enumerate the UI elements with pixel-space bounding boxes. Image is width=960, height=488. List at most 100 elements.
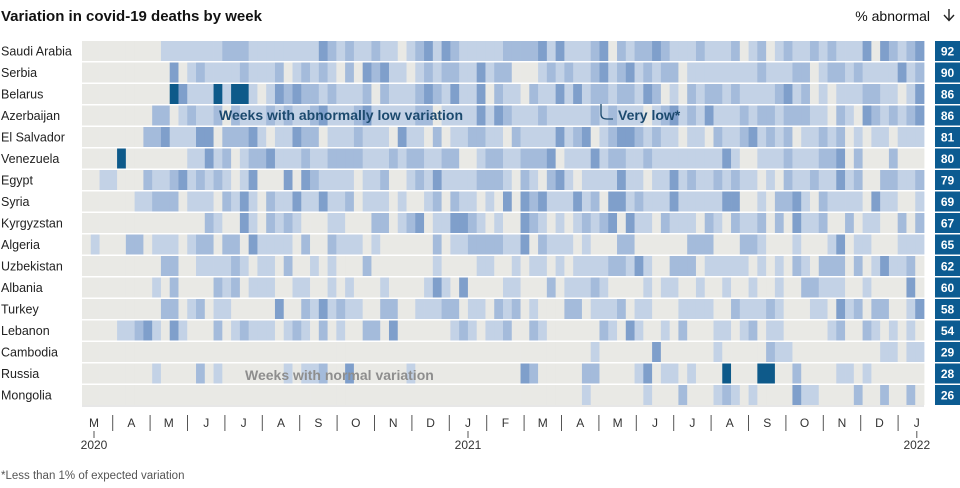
- down-arrow-icon: [943, 9, 955, 22]
- heatmap-cell: [99, 363, 109, 384]
- heatmap-cell: [783, 277, 793, 298]
- heatmap-cell: [511, 105, 521, 126]
- heatmap-cell: [809, 148, 820, 169]
- heatmap-cell: [687, 234, 697, 255]
- heatmap-cell: [494, 277, 504, 298]
- heatmap-cell: [204, 105, 214, 126]
- heatmap-cell: [459, 127, 469, 147]
- heatmap-cell: [538, 170, 548, 190]
- heatmap-cell: [204, 84, 214, 104]
- heatmap-cell: [564, 277, 574, 298]
- heatmap-cell: [406, 170, 416, 190]
- heatmap-cell: [581, 41, 592, 61]
- heatmap-cell: [353, 105, 364, 126]
- heatmap-cell: [818, 105, 828, 126]
- heatmap-cell: [862, 170, 872, 190]
- heatmap-cell: [125, 148, 136, 169]
- heatmap-cell: [327, 62, 337, 83]
- heatmap-cell: [503, 256, 513, 276]
- heatmap-cell: [915, 41, 925, 61]
- heatmap-cell: [90, 191, 100, 212]
- heatmap-cell: [239, 277, 250, 298]
- heatmap-cell: [503, 234, 513, 255]
- heatmap-cell: [757, 62, 767, 83]
- heatmap-cell: [415, 191, 425, 212]
- heatmap-cell: [169, 41, 179, 61]
- heatmap-cell: [590, 84, 600, 104]
- heatmap-cell: [853, 256, 863, 276]
- heatmap-cell: [406, 363, 416, 384]
- heatmap-cell: [678, 256, 688, 276]
- heatmap-cell: [143, 277, 153, 298]
- heatmap-cell: [827, 363, 837, 384]
- heatmap-cell: [546, 127, 557, 147]
- heatmap-cell: [687, 385, 697, 405]
- heatmap-cell: [82, 41, 92, 61]
- heatmap-cell: [818, 277, 828, 298]
- heatmap-cell: [625, 105, 635, 126]
- heatmap-cell: [704, 256, 714, 276]
- heatmap-cell: [406, 105, 416, 126]
- heatmap-cell: [511, 385, 521, 405]
- heatmap-cell: [731, 277, 741, 298]
- heatmap-cell: [406, 234, 416, 255]
- heatmap-cell: [310, 320, 320, 341]
- heatmap-cell: [485, 62, 495, 83]
- heatmap-cell: [906, 234, 916, 255]
- heatmap-cell: [722, 363, 732, 384]
- heatmap-cell: [678, 234, 688, 255]
- heatmap-cell: [695, 363, 706, 384]
- heatmap-cell: [897, 41, 907, 61]
- heatmap-cell: [818, 234, 828, 255]
- row-label: Belarus: [1, 88, 43, 102]
- heatmap-cell: [555, 105, 565, 126]
- heatmap-cell: [169, 213, 179, 233]
- heatmap-cell: [678, 277, 688, 298]
- heatmap-cell: [503, 191, 513, 212]
- heatmap-cell: [432, 342, 442, 362]
- heatmap-cell: [897, 62, 907, 83]
- heatmap-cell: [310, 84, 320, 104]
- heatmap-cell: [450, 213, 460, 233]
- heatmap-cell: [871, 148, 881, 169]
- heatmap-cell: [406, 213, 416, 233]
- heatmap-cell: [204, 320, 214, 341]
- heatmap-cell: [327, 105, 337, 126]
- heatmap-cell: [617, 342, 627, 362]
- pct-value: 79: [941, 174, 955, 188]
- row-label: Azerbaijan: [1, 109, 60, 123]
- heatmap-cell: [704, 170, 714, 190]
- heatmap-cell: [608, 127, 618, 147]
- heatmap-row: [82, 363, 925, 384]
- heatmap-row: [82, 62, 925, 83]
- heatmap-cell: [336, 62, 346, 83]
- heatmap-cell: [152, 62, 162, 83]
- heatmap-cell: [266, 41, 276, 61]
- heatmap-cell: [915, 170, 925, 190]
- heatmap-cell: [239, 299, 250, 319]
- heatmap-cell: [713, 170, 723, 190]
- heatmap-cell: [362, 41, 372, 61]
- heatmap-cell: [248, 342, 258, 362]
- heatmap-cell: [441, 320, 451, 341]
- heatmap-cell: [748, 234, 758, 255]
- heatmap-cell: [783, 299, 793, 319]
- heatmap-cell: [248, 148, 258, 169]
- heatmap-cell: [196, 320, 206, 341]
- heatmap-cell: [99, 84, 109, 104]
- heatmap-cell: [432, 256, 442, 276]
- heatmap-cell: [476, 342, 486, 362]
- heatmap-cell: [485, 213, 495, 233]
- heatmap-cell: [704, 127, 714, 147]
- heatmap-cell: [266, 320, 276, 341]
- heatmap-cell: [494, 256, 504, 276]
- heatmap-cell: [213, 320, 223, 341]
- heatmap-cell: [678, 41, 688, 61]
- heatmap-cell: [327, 385, 337, 405]
- heatmap-cell: [222, 148, 232, 169]
- heatmap-cell: [766, 105, 776, 126]
- heatmap-cell: [108, 213, 118, 233]
- month-tick-label: O: [800, 416, 809, 430]
- heatmap-cell: [99, 277, 109, 298]
- heatmap-cell: [897, 105, 907, 126]
